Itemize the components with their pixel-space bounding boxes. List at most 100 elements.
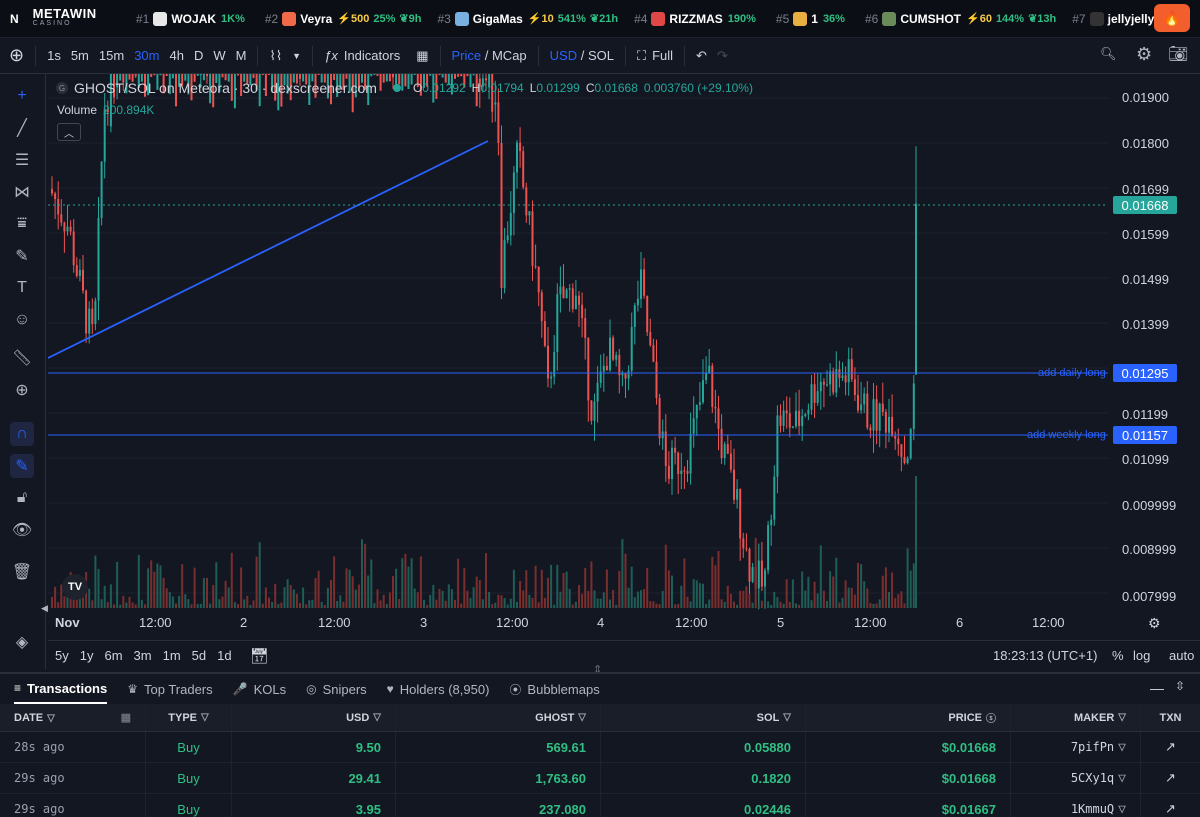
ticker-item[interactable]: #5 1 36% xyxy=(776,11,849,26)
camera-icon[interactable]: 📷︎ xyxy=(1168,46,1189,63)
chevron-down-icon[interactable]: ▼ xyxy=(292,50,302,61)
interval-1s[interactable]: 1s xyxy=(47,48,61,63)
emoji-icon[interactable]: ☺ xyxy=(13,311,31,328)
type-column-header[interactable]: TYPE ▽ xyxy=(146,704,232,731)
zoom-in-icon[interactable]: ⊕ xyxy=(15,382,29,399)
maker-address[interactable]: 1KmmuQ xyxy=(1070,802,1115,816)
undo-icon[interactable]: ↶ xyxy=(696,47,707,63)
scroll-left-icon[interactable]: ◀ xyxy=(41,603,48,613)
layouts-icon[interactable]: ▦ xyxy=(416,47,429,63)
table-row[interactable]: 29s ago Buy 29.41 1,763.60 0.1820 $0.01668 5CX… xyxy=(0,763,1200,794)
eye-icon[interactable]: 👁︎ xyxy=(11,522,33,539)
ticker-item[interactable]: #1 WOJAK 1K% xyxy=(136,11,249,26)
filter-icon[interactable]: ▽ xyxy=(1118,712,1126,723)
interval-15m[interactable]: 15m xyxy=(98,48,125,63)
range-1d[interactable]: 1d xyxy=(217,648,232,663)
add-symbol-icon[interactable]: ⊕ xyxy=(9,45,25,65)
price-mcap-toggle[interactable]: Price / MCap xyxy=(447,48,532,63)
layers-icon[interactable]: ◈ xyxy=(15,634,29,651)
calendar-icon[interactable]: ▦ xyxy=(120,712,131,724)
filter-icon[interactable]: ▽ xyxy=(1118,739,1126,755)
usd-sol-toggle[interactable]: USD / SOL xyxy=(545,48,619,63)
redo-icon[interactable]: ↷ xyxy=(716,47,728,63)
trend-line-icon[interactable]: ╱ xyxy=(17,120,27,137)
log-toggle[interactable]: log xyxy=(1133,648,1151,663)
filter-icon[interactable]: ▽ xyxy=(1118,801,1126,817)
ticker-item[interactable]: #4 RIZZMAS 190% xyxy=(634,11,760,26)
sol-column-header[interactable]: SOL ▽ xyxy=(601,704,806,731)
table-row[interactable]: 28s ago Buy 9.50 569.61 0.05880 $0.01668 7pifP… xyxy=(0,732,1200,763)
filter-icon[interactable]: ▽ xyxy=(578,712,586,723)
maker-address[interactable]: 5CXy1q xyxy=(1070,771,1115,785)
filter-icon[interactable]: ▽ xyxy=(373,712,381,723)
tab-bubblemaps[interactable]: ⦿ Bubblemaps xyxy=(509,674,599,704)
row-maker[interactable]: 5CXy1q ▽ xyxy=(1011,763,1141,793)
search-icon[interactable]: 🔍︎ xyxy=(1100,46,1117,61)
ticker-item[interactable]: #6 CUMSHOT ⚡60 144% ❦13h xyxy=(865,11,1056,26)
row-txn[interactable]: ↗ xyxy=(1141,732,1200,762)
ruler-icon[interactable]: 📏︎ xyxy=(11,350,33,367)
metawin-logo[interactable]: N METAWIN CASINO xyxy=(0,7,136,29)
tradingview-logo-icon[interactable]: TV xyxy=(62,574,88,600)
ticker-item[interactable]: #3 GigaMas ⚡10 541% ❦21h xyxy=(437,11,618,26)
interval-4h[interactable]: 4h xyxy=(169,48,184,63)
tab-transactions[interactable]: ≡ Transactions xyxy=(14,674,108,704)
filter-icon[interactable]: ▽ xyxy=(201,712,209,723)
price-chart[interactable] xyxy=(48,74,1200,669)
date-column-header[interactable]: DATE ▽ ▦ xyxy=(0,704,146,731)
collapse-legend-button[interactable]: ︿ xyxy=(57,123,81,141)
range-6m[interactable]: 6m xyxy=(104,648,123,663)
range-1y[interactable]: 1y xyxy=(79,648,94,663)
row-maker[interactable]: 1KmmuQ ▽ xyxy=(1011,794,1141,817)
lock-drawing-icon[interactable]: ✎ xyxy=(10,454,34,478)
percent-toggle[interactable]: % xyxy=(1112,648,1124,663)
dollar-toggle-icon[interactable]: ⓢ xyxy=(986,714,996,725)
fib-icon[interactable]: ⩸ xyxy=(17,215,27,232)
interval-5m[interactable]: 5m xyxy=(70,48,89,63)
minimize-icon[interactable]: — xyxy=(1150,680,1164,696)
axis-settings-icon[interactable]: ⚙ xyxy=(1148,615,1161,631)
expand-icon[interactable]: ⇳ xyxy=(1175,679,1186,693)
ticker-item[interactable]: #2 Veyra ⚡500 25% ❦9h xyxy=(265,11,421,26)
clock[interactable]: 18:23:13 (UTC+1) xyxy=(993,648,1098,663)
tab-kols[interactable]: 🎤 KOLs xyxy=(233,674,286,704)
tab-top[interactable]: ♛ Top Traders xyxy=(127,674,212,704)
settings-gear-icon[interactable]: ⚙ xyxy=(1136,44,1153,64)
candlestick-chart[interactable] xyxy=(48,74,1200,669)
auto-toggle[interactable]: auto xyxy=(1169,648,1195,663)
filter-icon[interactable]: ▽ xyxy=(47,712,55,724)
maker-column-header[interactable]: MAKER ▽ xyxy=(1011,704,1141,731)
full-button[interactable]: ⛶ Full xyxy=(632,48,678,64)
tab-holders[interactable]: ♥ Holders (8,950) xyxy=(387,674,490,704)
ghost-column-header[interactable]: GHOST ▽ xyxy=(396,704,601,731)
row-maker[interactable]: 7pifPn ▽ xyxy=(1011,732,1141,762)
candle-type-icon[interactable]: ⌇⌇ xyxy=(269,47,283,63)
resize-handle-icon[interactable]: ⇕ xyxy=(593,664,603,676)
lock-icon[interactable]: 🔓︎ xyxy=(16,489,28,506)
horizontal-lines-icon[interactable]: ☰ xyxy=(14,152,30,169)
interval-M[interactable]: M xyxy=(235,48,247,63)
filter-icon[interactable]: ▽ xyxy=(1118,770,1126,786)
text-icon[interactable]: T xyxy=(17,279,27,296)
row-txn[interactable]: ↗ xyxy=(1141,763,1200,793)
row-txn[interactable]: ↗ xyxy=(1141,794,1200,817)
usd-column-header[interactable]: USD ▽ xyxy=(232,704,396,731)
price-column-header[interactable]: PRICE ⓢ xyxy=(806,704,1011,731)
interval-W[interactable]: W xyxy=(213,48,226,63)
maker-address[interactable]: 7pifPn xyxy=(1070,740,1115,754)
indicators-button[interactable]: ƒx Indicators xyxy=(319,48,405,63)
calendar-icon[interactable]: 📅︎ xyxy=(249,647,269,665)
range-5y[interactable]: 5y xyxy=(55,648,69,663)
range-1m[interactable]: 1m xyxy=(162,648,181,663)
crosshair-icon[interactable]: + xyxy=(17,87,27,104)
external-link-icon[interactable]: ↗ xyxy=(1165,770,1176,785)
range-3m[interactable]: 3m xyxy=(133,648,152,663)
trash-icon[interactable]: 🗑︎ xyxy=(11,564,33,581)
ticker-item[interactable]: #7 jellyjelly xyxy=(1072,11,1159,26)
brush-icon[interactable]: ✎ xyxy=(15,248,29,265)
magnet-icon[interactable]: ∩ xyxy=(10,422,34,446)
trending-fire-button[interactable]: 🔥 xyxy=(1154,4,1190,32)
interval-30m[interactable]: 30m xyxy=(134,48,160,63)
pattern-icon[interactable]: ⋈ xyxy=(14,184,30,201)
filter-icon[interactable]: ▽ xyxy=(783,712,791,723)
